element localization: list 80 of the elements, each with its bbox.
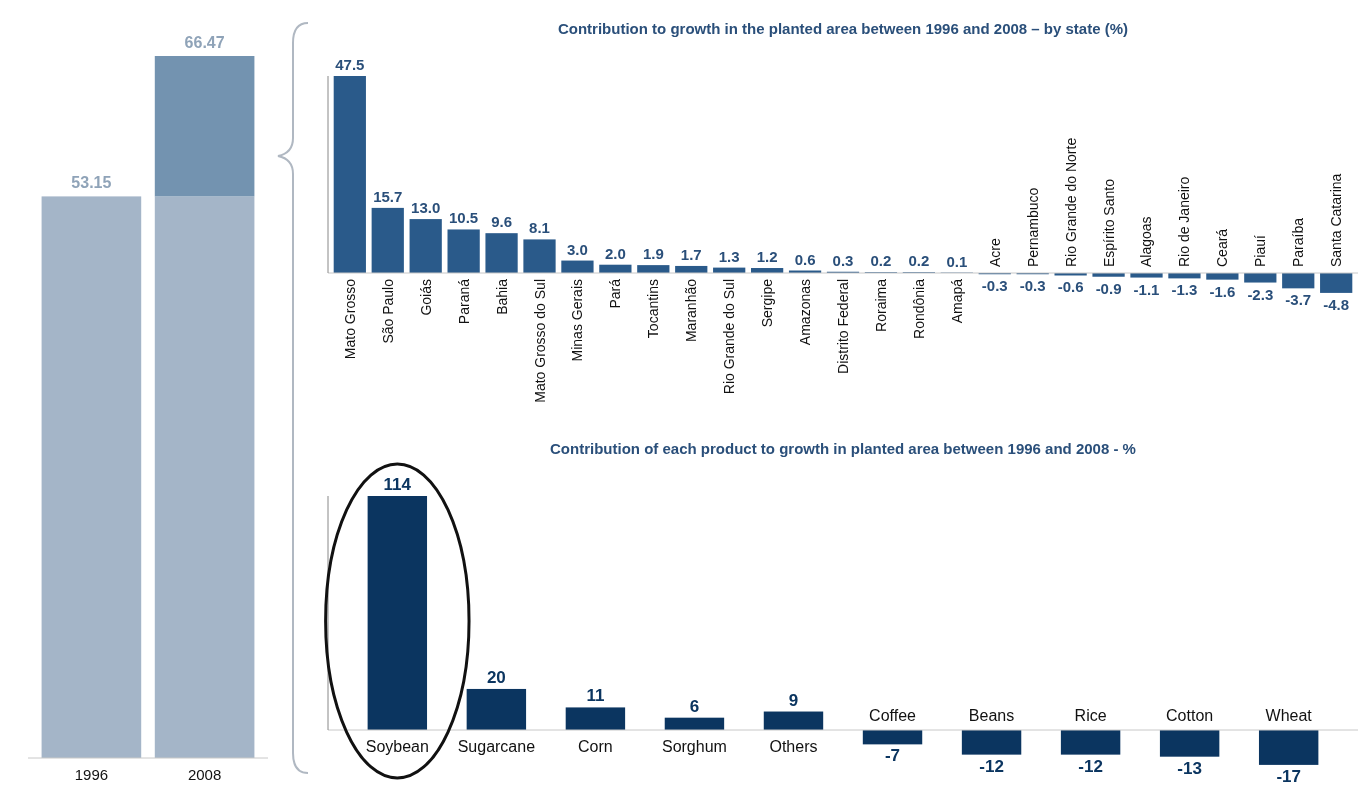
data-label: -3.7 — [1285, 291, 1312, 309]
x-tick-label: Beans — [968, 707, 1015, 724]
x-tick-label: Acre — [986, 238, 1003, 267]
x-tick-label: Others — [769, 738, 818, 755]
x-tick-label: Corn — [578, 738, 613, 755]
x-tick-label: Maranhão — [683, 278, 700, 343]
x-tick-label: Cotton — [1166, 707, 1214, 724]
data-label: 0.2 — [870, 252, 892, 270]
chart-title: Contribution to growth in the planted area between 1996 and 2008 – by state (%) — [557, 20, 1129, 37]
data-label: -12 — [1078, 756, 1103, 776]
x-tick-label: Rio de Janeiro — [1176, 176, 1193, 267]
x-tick-label: Rio Grande do Norte — [1062, 137, 1079, 267]
x-tick-label: Espírito Santo — [1100, 178, 1117, 267]
data-label: -4.8 — [1323, 295, 1350, 313]
data-label: 11 — [586, 686, 605, 706]
x-tick-label: Sorghum — [661, 738, 727, 755]
data-label: -1.6 — [1209, 282, 1236, 300]
x-tick-label: Tocantins — [645, 279, 662, 339]
data-label: 9.6 — [491, 213, 512, 231]
x-tick-label: Rondônia — [910, 278, 927, 339]
x-tick-label: Mato Grosso do Sul — [531, 279, 548, 403]
x-tick-label: São Paulo — [379, 278, 396, 344]
x-tick-label: Wheat — [1265, 707, 1313, 724]
data-label: 1.2 — [756, 248, 778, 266]
data-label: 1.9 — [642, 245, 664, 263]
x-tick-label: Rice — [1074, 707, 1107, 724]
x-tick-label: Coffee — [869, 707, 917, 724]
x-tick-label: Sergipe — [759, 278, 776, 328]
x-tick-label: Alagoas — [1138, 216, 1155, 267]
data-label: -0.3 — [981, 277, 1008, 295]
data-label: 20 — [486, 667, 506, 687]
x-tick-label: Sugarcane — [457, 738, 536, 755]
x-tick-label: 1996 — [74, 766, 109, 783]
annotation: 66.47 — [184, 34, 225, 51]
x-tick-label: Roraima — [872, 278, 889, 332]
x-tick-label: Bahia — [493, 278, 510, 315]
x-tick-label: Ceará — [1214, 228, 1231, 267]
x-tick-label: Goiás — [417, 279, 434, 316]
chart-title: Contribution of each product to growth in planted area between 1996 and 2008 - % — [550, 440, 1136, 457]
x-tick-label: Paraná — [455, 278, 472, 325]
data-label: -0.6 — [1057, 278, 1084, 296]
data-label: 1.3 — [718, 247, 740, 265]
data-label: 0.1 — [946, 252, 968, 270]
x-tick-label: Paraíba — [1290, 217, 1307, 267]
data-label: -1.3 — [1171, 281, 1198, 299]
data-label: 114 — [383, 475, 412, 494]
annotation: 53.15 — [71, 174, 112, 192]
x-tick-label: Pernambuco — [1024, 187, 1041, 267]
data-label: 3.0 — [567, 240, 588, 258]
data-label: -2.3 — [1247, 285, 1274, 303]
data-label: 0.3 — [832, 251, 854, 269]
data-label: -0.9 — [1095, 279, 1122, 297]
data-label: 0.2 — [908, 252, 930, 270]
data-label: 2.0 — [604, 244, 626, 262]
data-label: -7 — [884, 746, 901, 766]
x-tick-label: Mato Grosso — [341, 278, 358, 360]
data-label: 10.5 — [449, 209, 479, 227]
data-label: -17 — [1276, 766, 1301, 786]
data-label: 15.7 — [373, 187, 403, 205]
x-tick-label: 2008 — [187, 766, 222, 783]
x-tick-label: Piauí — [1252, 234, 1269, 267]
data-label: 13.0 — [411, 199, 441, 217]
x-tick-label: Santa Catarina — [1328, 173, 1345, 267]
data-label: 1.7 — [680, 245, 702, 263]
data-label: 0.6 — [794, 250, 816, 268]
data-label: -13 — [1177, 758, 1202, 778]
data-label: -12 — [979, 756, 1004, 776]
x-tick-label: Soybean — [365, 738, 429, 755]
data-label: 47.5 — [335, 56, 365, 73]
x-tick-label: Amazonas — [797, 279, 814, 346]
x-tick-label: Rio Grande do Sul — [721, 279, 738, 395]
data-label: 8.1 — [529, 219, 550, 237]
x-tick-label: Pará — [607, 278, 624, 309]
data-label: 9 — [788, 690, 799, 710]
data-label: 6 — [689, 696, 700, 716]
data-label: -0.3 — [1019, 277, 1046, 295]
x-tick-label: Distrito Federal — [835, 279, 851, 374]
x-tick-label: Amapá — [948, 278, 965, 324]
x-tick-label: Minas Gerais — [569, 279, 586, 362]
data-label: -1.1 — [1133, 280, 1160, 298]
